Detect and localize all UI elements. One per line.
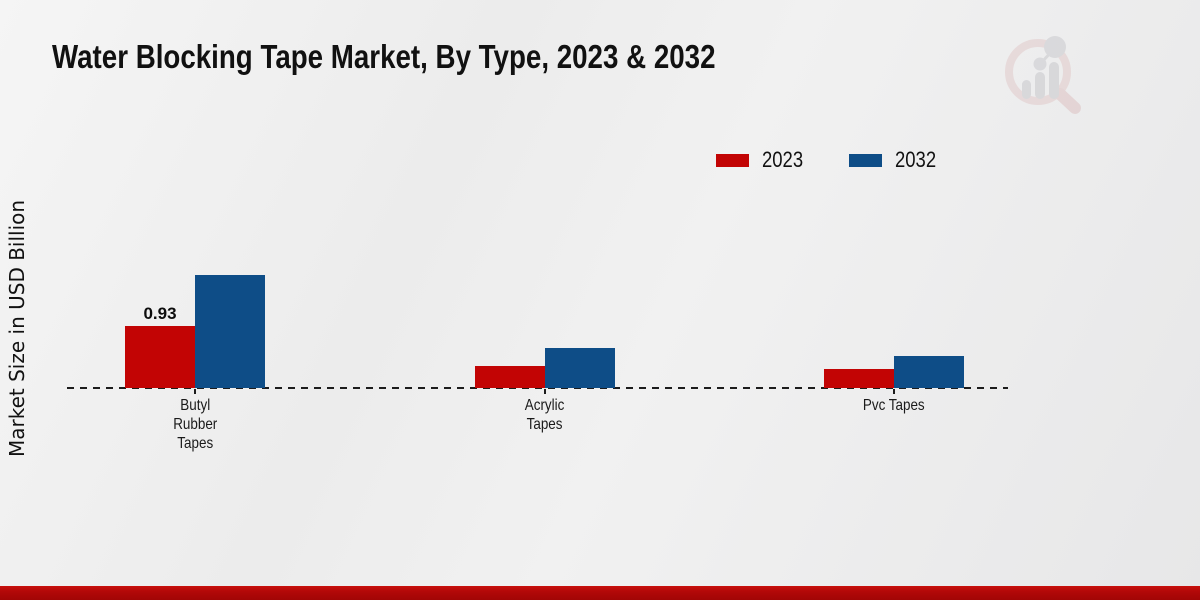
category-label-pvc-tapes: Pvc Tapes [863, 397, 925, 414]
logo-bar-small [1022, 80, 1031, 99]
logo-dot-large [1044, 36, 1066, 58]
bar-2032-pvc-tapes [894, 356, 964, 388]
footer-red-band [0, 586, 1200, 600]
x-tick-butyl-rubber-tapes [194, 389, 196, 394]
logo-bar-medium [1035, 72, 1045, 99]
legend-label-2032: 2032 [894, 147, 937, 172]
bar-2023-acrylic-tapes [475, 366, 545, 388]
bar-2023-butyl-rubber-tapes [125, 326, 195, 388]
y-axis-label: Market Size in USD Billion [5, 199, 29, 457]
bar-2032-acrylic-tapes [545, 348, 615, 388]
legend-label-2023: 2023 [762, 147, 804, 172]
logo-dot-small [1033, 57, 1047, 71]
magnifier-handle [1054, 88, 1081, 114]
legend: 2023 2032 [716, 147, 944, 173]
bar-2032-butyl-rubber-tapes [195, 275, 265, 388]
category-label-acrylic-tapes: Acrylic Tapes [525, 397, 565, 433]
magnifier-ring [1005, 39, 1071, 105]
legend-swatch-2023 [716, 153, 749, 167]
legend-swatch-2032 [848, 153, 882, 167]
legend-item-2032: 2032 [848, 147, 944, 173]
zero-baseline [67, 387, 1008, 389]
x-tick-pvc-tapes [893, 389, 895, 394]
magnifier-bar-chart-logo-icon [1005, 36, 1081, 114]
x-tick-acrylic-tapes [544, 389, 546, 394]
category-label-butyl-rubber-tapes: Butyl Rubber Tapes [172, 397, 218, 452]
logo-bar-large [1049, 62, 1059, 99]
bar-2023-pvc-tapes [824, 369, 894, 388]
chart-title: Water Blocking Tape Market, By Type, 202… [52, 38, 716, 75]
legend-item-2023: 2023 [716, 147, 811, 173]
value-label-2023-butyl-rubber-tapes: 0.93 [143, 304, 177, 323]
